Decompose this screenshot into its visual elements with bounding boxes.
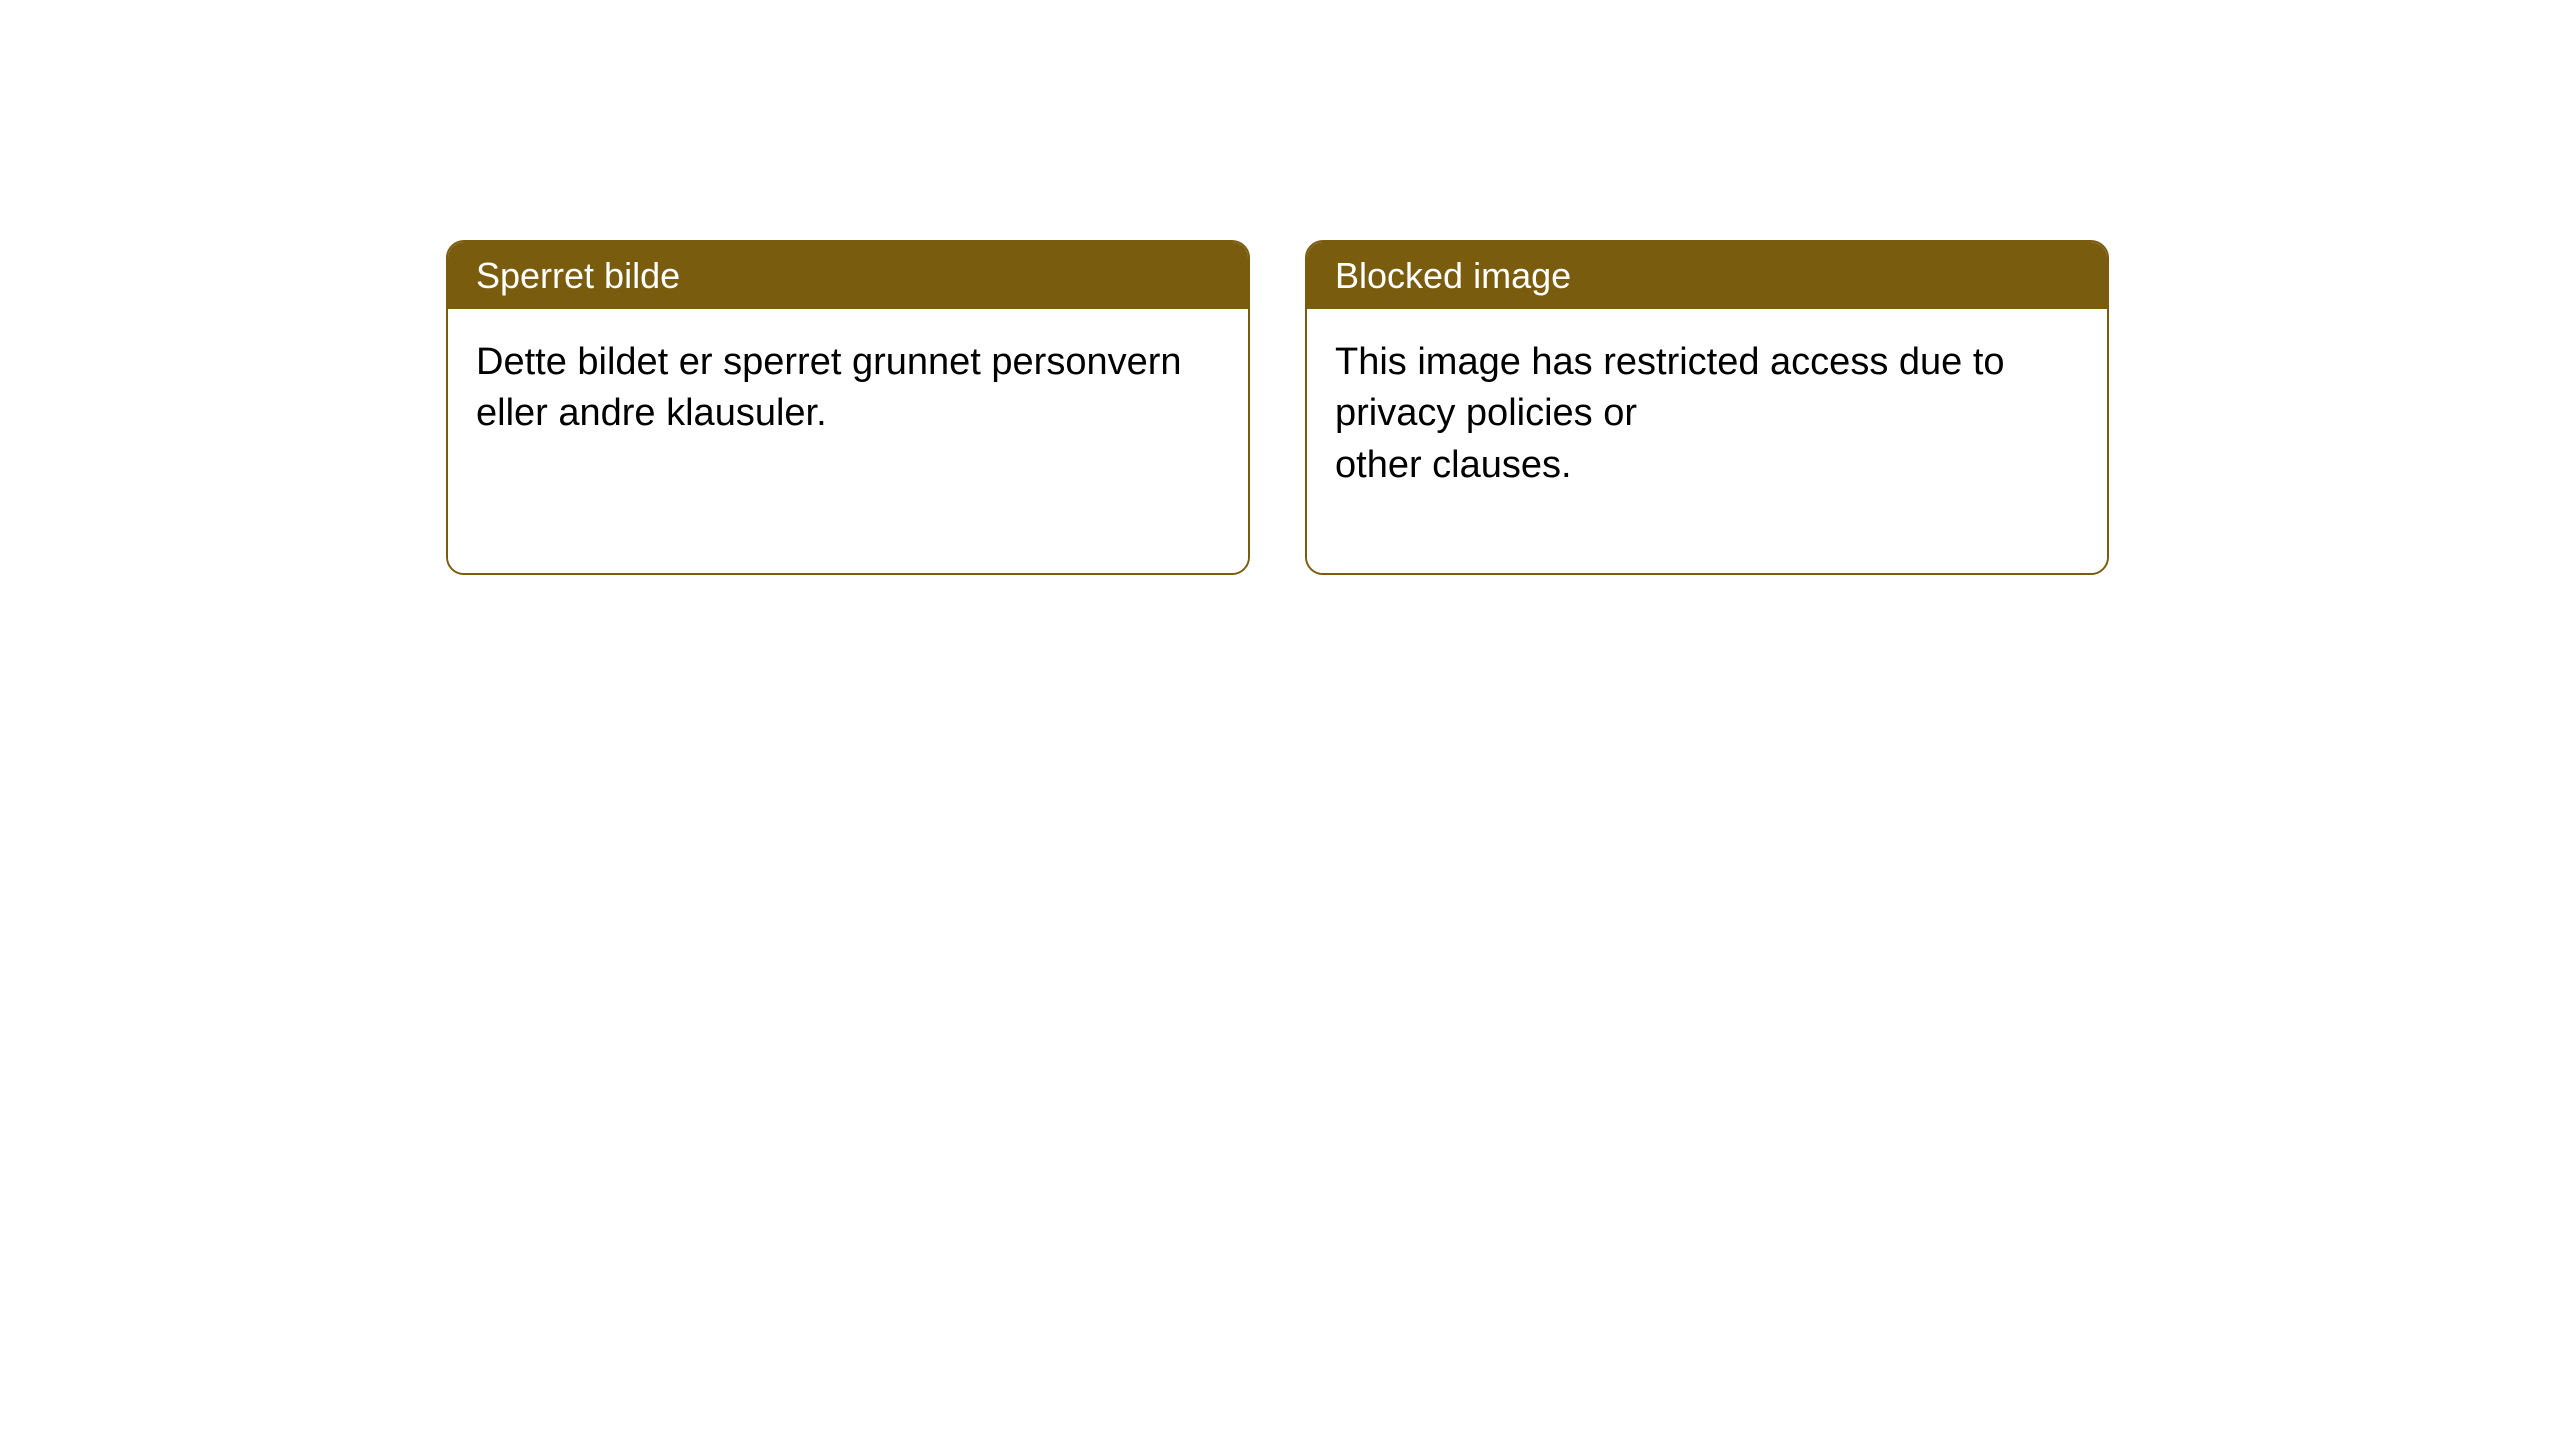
card-body-no: Dette bildet er sperret grunnet personve… [448, 309, 1248, 573]
blocked-image-card-en: Blocked image This image has restricted … [1305, 240, 2109, 575]
card-header-en: Blocked image [1307, 242, 2107, 309]
card-header-no: Sperret bilde [448, 242, 1248, 309]
card-body-en: This image has restricted access due to … [1307, 309, 2107, 573]
blocked-image-notice-container: Sperret bilde Dette bildet er sperret gr… [446, 240, 2109, 575]
blocked-image-card-no: Sperret bilde Dette bildet er sperret gr… [446, 240, 1250, 575]
